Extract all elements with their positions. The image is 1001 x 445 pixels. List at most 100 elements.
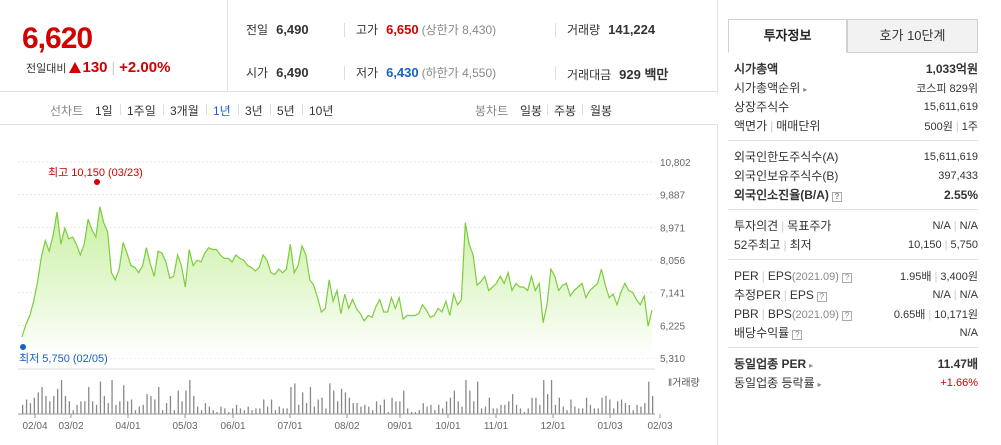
volume-bar (72, 410, 74, 414)
volume-bar (313, 406, 315, 414)
volume-bar (162, 410, 164, 414)
volume-bar (620, 399, 623, 414)
chart-period-tabs: 선차트 1일 1주일 3개월 1년 3년 5년 10년 봉차트 일봉 주봉 월봉 (0, 93, 718, 125)
help-icon[interactable]: ? (841, 310, 852, 321)
high-annotation: 최고 10,150 (03/23) (48, 166, 143, 179)
volume-bar (99, 381, 102, 414)
volume-bar (403, 390, 405, 414)
sector-rate-row[interactable]: 동일업종 등락률 ▸ +1.66% (734, 376, 978, 390)
volume-bar (173, 410, 175, 414)
market-cap-rank-row[interactable]: 시가총액순위 ▸ 코스피 829위 (734, 81, 978, 95)
foreign-ratio-row: 외국인소진율(B/A)? 2.55% (734, 187, 978, 202)
volume-bar (617, 401, 619, 414)
volume-bar (383, 399, 385, 414)
volume-bar (76, 404, 78, 414)
chevron-right-icon: ▸ (817, 380, 822, 389)
tab-1w[interactable]: 1주일 (127, 104, 156, 118)
volume-bar (107, 403, 109, 414)
volume: 거래량 141,224 (567, 22, 656, 37)
x-tick-label: 08/02 (334, 421, 359, 432)
volume-bar (25, 399, 28, 414)
volume-bar (49, 401, 51, 414)
volume-bar (333, 390, 335, 414)
volume-bar (500, 404, 502, 414)
volume-bar (290, 387, 292, 414)
price-summary: 6,620 전일대비 130 | +2.00% 전일 6,490 고가 6,650 (상한가… (0, 0, 718, 92)
help-icon[interactable]: ? (816, 292, 827, 302)
per-eps-row: PER | EPS(2021.09)? 1.95배 | 3,400원 (734, 268, 978, 283)
volume-bar (488, 397, 490, 414)
x-tick-label: 02/04 (22, 421, 47, 432)
volume-bar (628, 404, 630, 414)
volume-bar (138, 406, 140, 414)
tab-5y[interactable]: 5년 (277, 104, 295, 118)
volume-bar (414, 412, 417, 414)
volume-bar (640, 406, 642, 414)
volume-bar (329, 383, 331, 414)
volume-bar (177, 390, 179, 414)
volume-bar (504, 404, 506, 414)
help-icon[interactable]: ? (831, 192, 842, 202)
volume-bar (142, 404, 144, 414)
volume-bar (216, 412, 218, 414)
volume-bar (57, 388, 59, 414)
volume-bar (154, 399, 156, 414)
volume-bar (515, 404, 518, 414)
help-icon[interactable]: ? (841, 272, 852, 283)
y-tick-label: 8,971 (660, 223, 685, 234)
opinion-row: 투자의견 | 목표주가 N/A | N/A (734, 219, 978, 233)
open-price: 시가 6,490 (246, 65, 309, 80)
volume-bar (492, 408, 494, 414)
volume-bar (302, 392, 304, 414)
high-marker (94, 179, 100, 185)
volume-bar (220, 406, 222, 414)
volume-bar (582, 408, 584, 414)
tab-monthly[interactable]: 월봉 (590, 104, 613, 118)
tab-investment-info[interactable]: 투자정보 (728, 19, 847, 53)
volume-bar (103, 395, 105, 414)
volume-bar (527, 408, 529, 414)
volume-bar (535, 397, 537, 414)
volume-bar (554, 404, 557, 414)
volume-bar (422, 403, 424, 414)
volume-bar (95, 404, 98, 414)
volume-bar (150, 395, 152, 414)
tab-daily[interactable]: 일봉 (520, 104, 543, 118)
volume-bar (519, 408, 522, 414)
tab-1y[interactable]: 1년 (213, 104, 231, 118)
volume-bar (480, 408, 483, 414)
help-icon[interactable]: ? (792, 330, 803, 340)
volume-bar (566, 410, 568, 414)
volume-bar (181, 401, 183, 414)
volume-bar (64, 395, 67, 414)
tab-3m[interactable]: 3개월 (170, 104, 199, 118)
price-line (21, 206, 653, 338)
trade-amount: 거래대금 929 백만 (567, 67, 669, 82)
x-tick-label: 06/01 (220, 421, 245, 432)
tab-10y[interactable]: 10년 (309, 104, 334, 118)
tab-1d[interactable]: 1일 (95, 104, 113, 118)
x-tick-label: 10/01 (435, 421, 460, 432)
volume-bar (605, 395, 607, 414)
up-triangle-icon (69, 62, 82, 73)
volume-bar (496, 408, 498, 414)
tab-3y[interactable]: 3년 (245, 104, 263, 118)
volume-bar (232, 408, 234, 414)
y-tick-label: 5,310 (660, 354, 685, 365)
volume-bar (228, 412, 230, 414)
volume-bar (375, 401, 378, 414)
volume-bar (368, 406, 370, 414)
volume-bar (123, 385, 125, 414)
volume-bar (589, 404, 592, 414)
y-tick-label: 6,225 (660, 321, 685, 332)
volume-bar (208, 406, 210, 414)
tab-weekly[interactable]: 주봉 (554, 104, 577, 118)
listed-shares-row: 상장주식수 15,611,619 (734, 100, 978, 114)
tab-order-book[interactable]: 호가 10단계 (847, 19, 978, 53)
volume-bar (372, 410, 374, 414)
sector-per-row[interactable]: 동일업종 PER ▸ 11.47배 (734, 357, 978, 371)
price-chart[interactable]: 10,802 9,887 8,971 8,056 7,141 6,225 5,310 최고 … (0, 126, 718, 445)
volume-bar (418, 410, 420, 414)
volume-bar (434, 410, 436, 414)
volume-bar (325, 408, 327, 414)
